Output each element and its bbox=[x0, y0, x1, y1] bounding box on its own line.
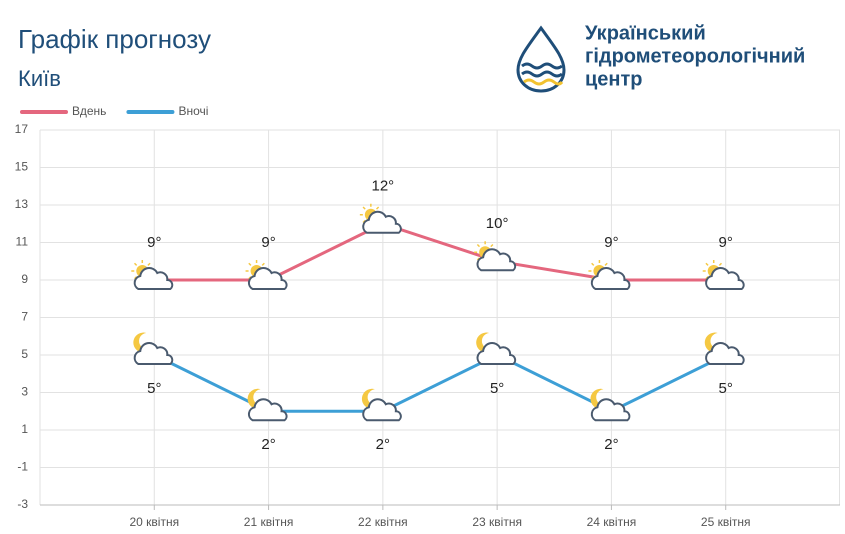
moon bbox=[590, 388, 610, 409]
x-tick-label: 25 квітня bbox=[701, 515, 751, 529]
x-tick-label: 23 квітня bbox=[472, 515, 522, 529]
weather-icon bbox=[590, 388, 631, 422]
sun-ray bbox=[261, 262, 265, 266]
legend-label: Вночі bbox=[178, 104, 208, 118]
moon bbox=[247, 388, 267, 409]
x-tick-label: 24 квітня bbox=[587, 515, 637, 529]
weather-icon bbox=[588, 260, 631, 290]
value-label: 5° bbox=[719, 380, 733, 397]
y-tick-label: 11 bbox=[16, 235, 29, 249]
weather-icon bbox=[245, 260, 288, 290]
weather-icon bbox=[702, 260, 745, 290]
sun-ray bbox=[248, 262, 252, 266]
weather-icon bbox=[131, 260, 174, 290]
weather-icon bbox=[133, 332, 174, 365]
value-label: 9° bbox=[719, 234, 733, 251]
cloud bbox=[362, 398, 402, 422]
y-tick-label: -1 bbox=[17, 460, 28, 474]
chart-title: Графік прогнозу bbox=[18, 24, 211, 54]
legend-label: Вдень bbox=[72, 104, 106, 118]
weather-icon bbox=[359, 203, 402, 234]
weather-icon bbox=[474, 241, 517, 272]
logo-text: гідрометеорологічний bbox=[585, 45, 805, 67]
value-label: 10° bbox=[486, 215, 509, 232]
x-tick-label: 21 квітня bbox=[244, 515, 294, 529]
sun-ray bbox=[476, 243, 481, 248]
y-tick-label: -3 bbox=[17, 497, 28, 511]
series-line bbox=[154, 222, 726, 282]
y-tick-label: 13 bbox=[15, 197, 29, 211]
cloud bbox=[590, 398, 631, 422]
x-tick-label: 22 квітня bbox=[358, 515, 408, 529]
value-label: 5° bbox=[147, 380, 161, 397]
logo-text: Український bbox=[585, 22, 706, 44]
y-tick-label: 9 bbox=[21, 272, 28, 286]
value-label: 9° bbox=[147, 234, 161, 251]
chart-subtitle: Київ bbox=[18, 66, 61, 91]
sun-ray bbox=[147, 262, 151, 266]
value-label: 12° bbox=[372, 178, 395, 195]
weather-icon bbox=[361, 388, 402, 422]
weather-icon bbox=[247, 388, 288, 422]
cloud bbox=[476, 248, 517, 272]
sun-ray bbox=[133, 262, 138, 266]
sun-ray bbox=[604, 262, 608, 266]
moon bbox=[133, 332, 153, 353]
sun-ray bbox=[362, 206, 366, 210]
moon bbox=[704, 332, 724, 353]
value-label: 5° bbox=[490, 380, 504, 397]
sun-ray bbox=[591, 262, 595, 266]
sun-ray bbox=[705, 262, 709, 266]
logo-icon bbox=[516, 25, 566, 93]
sun-ray bbox=[375, 206, 380, 210]
cloud bbox=[590, 267, 631, 290]
series-line bbox=[153, 353, 727, 413]
x-tick-label: 20 квітня bbox=[129, 515, 179, 529]
y-tick-label: 15 bbox=[15, 160, 29, 174]
cloud bbox=[705, 342, 745, 365]
sun-ray bbox=[490, 243, 494, 248]
cloud bbox=[248, 267, 288, 290]
value-label: 2° bbox=[604, 436, 618, 453]
logo-text: центр bbox=[585, 68, 643, 90]
cloud bbox=[133, 267, 174, 290]
y-tick-label: 3 bbox=[21, 385, 28, 399]
weather-icon bbox=[704, 332, 745, 365]
moon bbox=[476, 332, 496, 353]
value-label: 2° bbox=[261, 436, 275, 453]
y-tick-label: 1 bbox=[21, 422, 28, 436]
cloud bbox=[248, 398, 288, 422]
value-label: 2° bbox=[376, 436, 390, 453]
moon bbox=[361, 388, 381, 409]
y-tick-label: 7 bbox=[21, 310, 28, 324]
y-tick-label: 17 bbox=[15, 122, 29, 136]
cloud bbox=[705, 267, 745, 290]
cloud bbox=[362, 210, 402, 234]
value-label: 9° bbox=[261, 234, 275, 251]
value-label: 9° bbox=[604, 234, 618, 251]
cloud bbox=[133, 342, 174, 365]
cloud bbox=[476, 342, 517, 365]
y-tick-label: 5 bbox=[21, 347, 28, 361]
sun-ray bbox=[718, 262, 723, 266]
weather-icon bbox=[476, 332, 517, 365]
